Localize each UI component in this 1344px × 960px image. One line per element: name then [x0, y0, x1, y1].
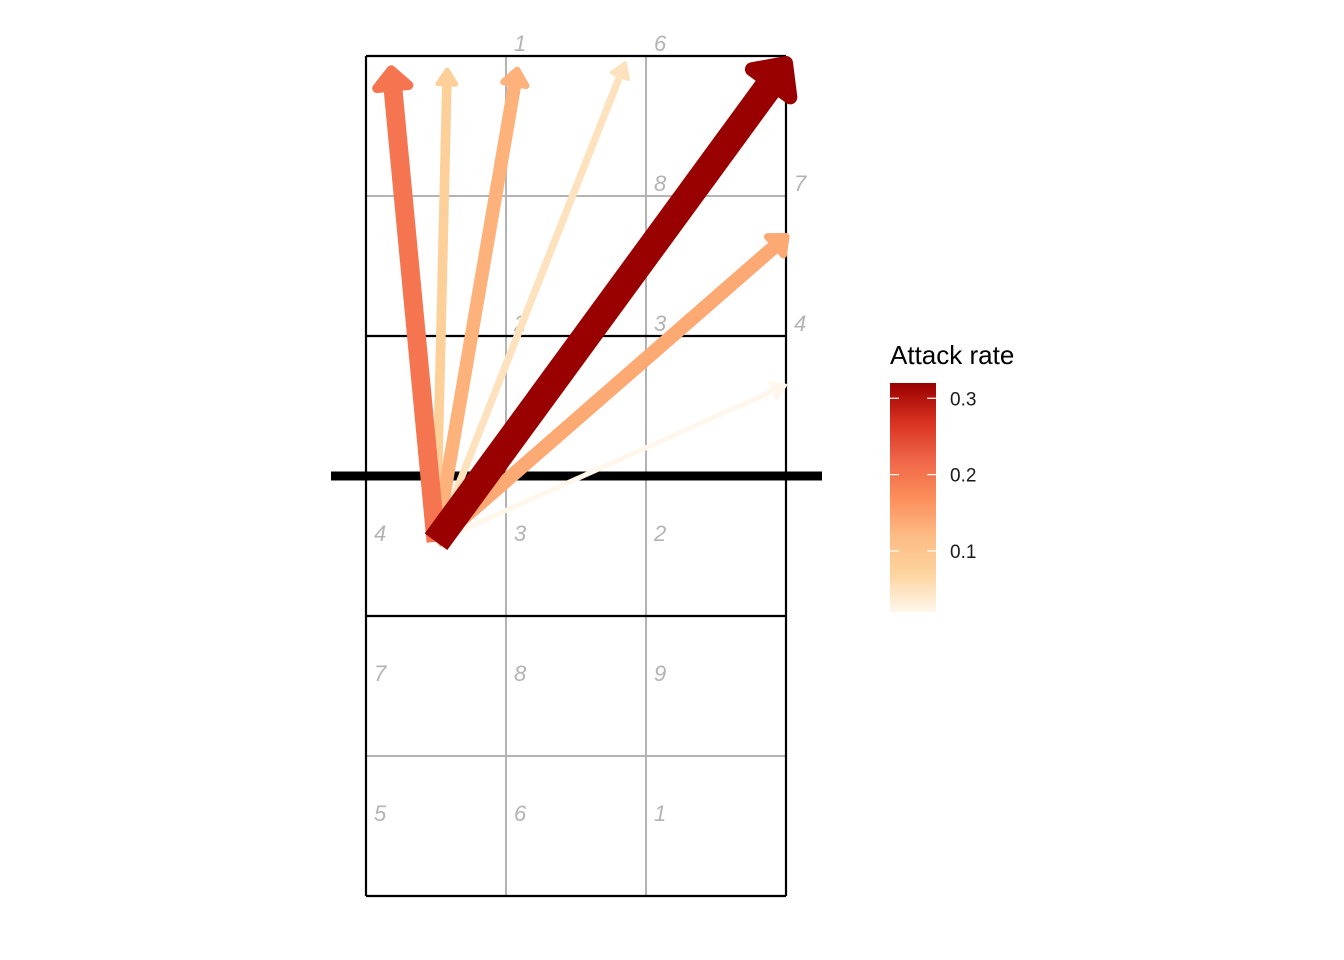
zone-label: 5	[374, 801, 387, 826]
zone-label: 7	[794, 171, 807, 196]
attack-arrow-shaft	[431, 240, 781, 548]
attack-arrow	[429, 66, 530, 543]
zone-label: 6	[654, 31, 667, 56]
attack-arrow	[432, 61, 631, 544]
attack-arrow-shaft	[434, 388, 775, 545]
attack-arrow	[431, 233, 790, 548]
attack-arrow-head	[372, 65, 414, 94]
zone-label: 4	[794, 311, 806, 336]
legend-title: Attack rate	[890, 340, 1014, 370]
zone-label: 8	[514, 661, 527, 686]
attack-arrow-shaft	[424, 75, 783, 551]
attack-arrow	[424, 56, 798, 551]
zone-labels: 4327895612348716	[374, 31, 807, 826]
legend-ticks: 0.1 0.2 0.3	[890, 389, 976, 563]
attack-arrow-shaft	[383, 85, 446, 543]
zone-label: 8	[654, 171, 667, 196]
attack-arrow	[434, 381, 788, 545]
zone-label: 2	[653, 521, 666, 546]
zone-label: 3	[654, 311, 667, 336]
attack-arrow-head	[435, 67, 459, 87]
legend-tick-label: 0.3	[950, 389, 976, 410]
court: 4327895612348716	[331, 31, 822, 898]
attack-arrow-shaft	[432, 74, 624, 544]
attack-arrow-head	[500, 66, 530, 90]
attack-arrow-head	[609, 61, 631, 82]
attack-arrow-head	[763, 233, 790, 259]
attack-arrow-shaft	[429, 82, 522, 543]
legend-colorbar	[890, 383, 936, 612]
zone-label: 7	[374, 661, 387, 686]
zone-label: 1	[514, 31, 526, 56]
attack-arrows	[372, 56, 798, 551]
zone-label: 9	[654, 661, 666, 686]
zone-label: 4	[374, 521, 386, 546]
zone-label: 6	[514, 801, 527, 826]
zone-label: 3	[514, 521, 527, 546]
zone-label: 1	[654, 801, 666, 826]
legend: Attack rate 0.1 0.2 0.3	[890, 340, 1014, 612]
legend-tick-label: 0.1	[950, 542, 976, 563]
attack-arrow	[372, 65, 446, 543]
legend-tick-label: 0.2	[950, 466, 976, 487]
attack-arrow-head	[768, 381, 788, 401]
attack-arrow-head	[744, 56, 798, 105]
